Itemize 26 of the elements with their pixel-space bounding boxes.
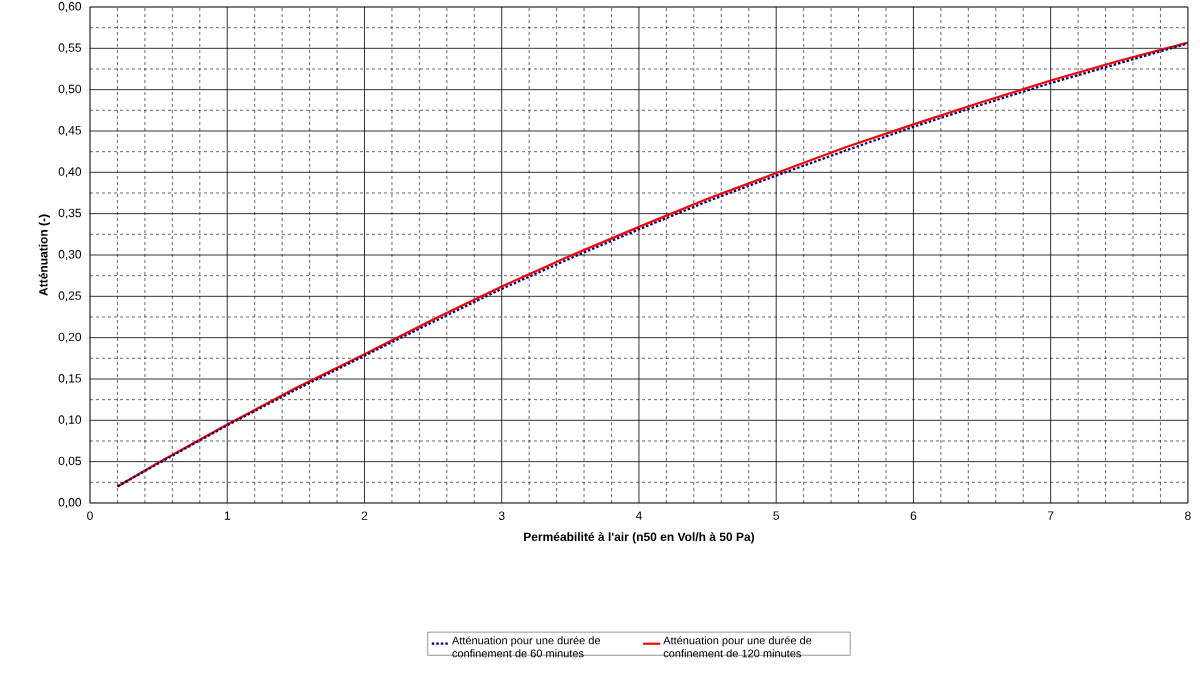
x-tick-label: 1 [224, 511, 230, 520]
y-tick-label: 0,55 [58, 43, 82, 54]
y-tick-label: 0,40 [58, 167, 82, 178]
y-tick-label: 0,25 [58, 291, 82, 302]
y-tick-label: 0,00 [58, 498, 82, 508]
x-axis-title: Perméabilité à l'air (n50 en Vol/h à 50 Pa) [524, 532, 755, 544]
x-tick-label: 0 [87, 511, 93, 520]
x-tick-label: 4 [635, 511, 642, 520]
x-tick-label: 5 [773, 511, 780, 520]
legend-label: Atténuation pour une durée de confinement de 120 minutes [663, 636, 812, 658]
y-tick-label: 0,35 [58, 208, 82, 219]
y-tick-label: 0,10 [58, 415, 82, 426]
x-tick-label: 3 [498, 511, 505, 520]
y-tick-label: 0,50 [58, 84, 82, 95]
y-axis-title: Atténuation (-) [38, 214, 50, 296]
x-tick-label: 8 [1185, 511, 1191, 520]
legend-label: Atténuation pour une durée de confinement de 60 minutes [451, 636, 601, 658]
y-tick-label: 0,45 [58, 126, 82, 136]
x-tick-label: 6 [910, 511, 917, 520]
y-tick-label: 0,30 [58, 250, 82, 260]
x-tick-label: 7 [1047, 511, 1054, 520]
y-tick-label: 0,05 [58, 456, 82, 467]
y-tick-label: 0,20 [58, 332, 82, 343]
y-tick-label: 0,15 [58, 374, 82, 384]
x-tick-label: 2 [361, 511, 368, 520]
y-tick-label: 0,60 [58, 2, 82, 12]
